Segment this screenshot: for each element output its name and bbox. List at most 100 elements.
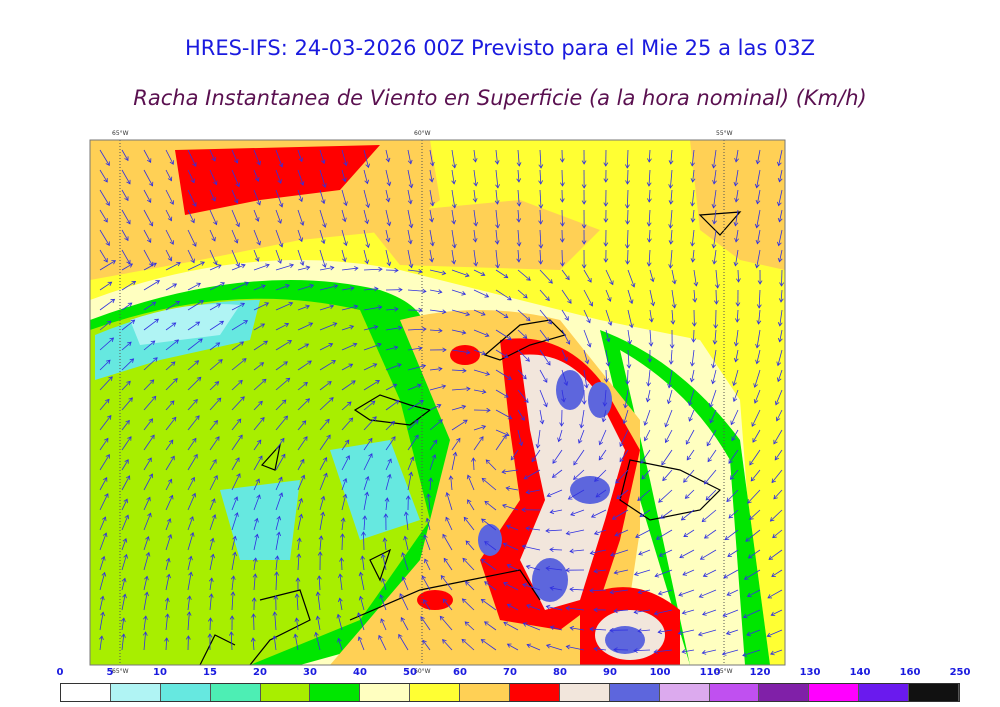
- wind-arrow-head: [731, 436, 736, 442]
- wind-arrow: [626, 149, 629, 169]
- wind-arrow-head: [506, 524, 511, 529]
- wind-arrow: [756, 329, 761, 348]
- colorbar-swatch: [909, 684, 960, 701]
- wind-arrow: [341, 557, 343, 571]
- wind-arrow: [686, 449, 695, 461]
- wind-arrow-head: [654, 572, 660, 578]
- wind-arrow: [297, 149, 303, 162]
- wind-arrow: [275, 415, 288, 431]
- wind-arrow: [539, 249, 542, 265]
- wind-arrow-head: [728, 514, 734, 519]
- wind-arrow: [712, 369, 717, 384]
- wind-arrow: [439, 616, 453, 631]
- wind-arrow-head: [320, 239, 326, 245]
- wind-arrow-head: [233, 158, 239, 164]
- wind-arrow-head: [650, 301, 656, 307]
- wind-arrow-head: [769, 517, 775, 522]
- wind-arrow: [121, 229, 129, 241]
- wind-arrow: [429, 309, 446, 313]
- wind-arrow-head: [429, 241, 435, 247]
- wind-arrow: [253, 149, 261, 166]
- wind-arrow-head: [755, 239, 761, 245]
- wind-arrow-head: [624, 204, 630, 209]
- wind-arrow: [121, 594, 126, 611]
- wind-arrow-head: [495, 224, 500, 229]
- wind-arrow-head: [668, 200, 674, 205]
- wind-arrow-head: [565, 340, 571, 345]
- wind-arrow-head: [465, 540, 471, 545]
- wind-arrow: [99, 493, 109, 511]
- wind-arrow-head: [442, 533, 447, 539]
- colorbar-swatch: [160, 684, 211, 701]
- wind-arrow: [539, 409, 543, 424]
- wind-arrow: [99, 320, 112, 331]
- wind-arrow: [735, 249, 739, 266]
- wind-arrow-head: [277, 179, 282, 184]
- wind-arrow: [506, 487, 519, 491]
- wind-arrow: [385, 249, 391, 266]
- wind-arrow: [363, 363, 377, 371]
- wind-arrow: [777, 369, 783, 382]
- wind-arrow: [770, 649, 783, 655]
- wind-arrow: [297, 538, 301, 551]
- wind-arrow: [253, 169, 259, 182]
- wind-arrow: [495, 369, 512, 380]
- wind-arrow-head: [681, 649, 687, 654]
- wind-arrow-head: [320, 199, 326, 205]
- wind-arrow-head: [677, 630, 683, 636]
- wind-arrow: [165, 339, 179, 351]
- wind-arrow-head: [429, 257, 434, 263]
- wind-arrow-head: [563, 356, 568, 362]
- wind-arrow-head: [484, 500, 490, 506]
- wind-arrow-head: [264, 302, 270, 307]
- wind-arrow-head: [583, 383, 589, 389]
- wind-arrow-head: [734, 197, 739, 203]
- wind-arrow: [691, 349, 695, 366]
- wind-arrow: [407, 434, 419, 451]
- wind-arrow-head: [188, 555, 193, 561]
- wind-arrow: [730, 469, 739, 480]
- wind-arrow-head: [175, 300, 181, 306]
- wind-arrow-head: [421, 575, 426, 581]
- wind-arrow-head: [593, 568, 598, 574]
- wind-arrow: [649, 309, 653, 322]
- wind-arrow: [735, 349, 739, 362]
- wind-arrow-head: [438, 419, 443, 424]
- wind-arrow-head: [212, 458, 217, 464]
- wind-arrow: [730, 409, 739, 425]
- wind-arrow: [590, 628, 607, 631]
- wind-arrow: [484, 541, 497, 551]
- wind-arrow: [669, 249, 673, 268]
- wind-arrow-head: [256, 160, 261, 166]
- wind-arrow: [442, 598, 453, 611]
- wind-arrow-head: [429, 201, 435, 207]
- wind-arrow-head: [473, 182, 479, 187]
- wind-arrow: [451, 169, 455, 184]
- wind-arrow-head: [121, 633, 126, 638]
- wind-arrow-head: [523, 293, 528, 299]
- wind-arrow-head: [375, 380, 380, 385]
- wind-arrow: [99, 169, 108, 183]
- wind-arrow-head: [646, 222, 652, 227]
- wind-arrow: [143, 616, 147, 631]
- wind-arrow: [671, 269, 676, 284]
- wind-arrow-head: [124, 236, 129, 242]
- wind-arrow-head: [211, 498, 216, 503]
- wind-arrow: [252, 638, 255, 651]
- wind-arrow-head: [539, 419, 545, 425]
- wind-arrow: [605, 289, 611, 302]
- wind-arrow: [121, 263, 133, 271]
- wind-arrow: [363, 343, 382, 351]
- wind-arrow-head: [701, 650, 707, 655]
- wind-arrow-head: [742, 652, 747, 657]
- wind-arrow-head: [501, 469, 506, 475]
- wind-arrow: [462, 558, 475, 571]
- wind-arrow-head: [348, 417, 354, 423]
- wind-arrow-head: [192, 162, 197, 167]
- wind-arrow-head: [274, 555, 280, 560]
- wind-arrow: [187, 261, 205, 271]
- wind-arrow-head: [503, 313, 509, 318]
- wind-arrow-head: [538, 260, 544, 265]
- wind-arrow: [770, 509, 783, 522]
- map-frame: [89, 139, 786, 666]
